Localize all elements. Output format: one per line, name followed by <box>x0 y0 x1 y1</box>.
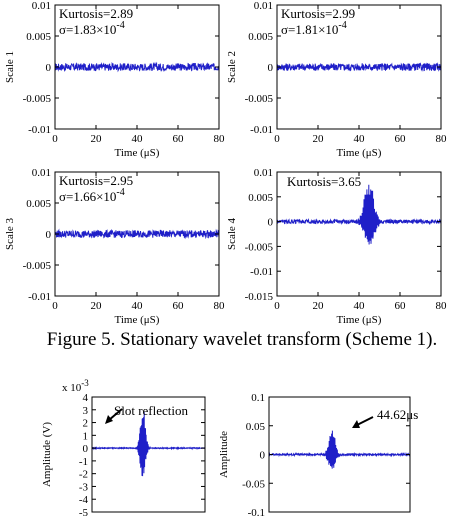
arrow-head <box>352 420 360 428</box>
x-tick-label: 20 <box>91 133 103 145</box>
series-line <box>92 411 205 477</box>
y-tick-label: 0.01 <box>254 167 273 179</box>
y-tick-label: 0.005 <box>248 31 273 43</box>
y-tick-label: -0.01 <box>250 124 273 136</box>
y-tick-label: -0.01 <box>250 266 273 278</box>
annotation-arrow <box>108 408 123 421</box>
y-axis-label: Scale 4 <box>226 217 238 250</box>
x-tick-label: 80 <box>214 300 226 312</box>
x-axis-label: Time (μS) <box>337 314 382 326</box>
y-tick-label: -0.01 <box>28 124 51 136</box>
y-tick-label: -3 <box>79 481 89 493</box>
y-tick-label: -0.005 <box>245 241 274 253</box>
x-axis-label: Time (μS) <box>115 314 160 326</box>
y-tick-label: -5 <box>79 507 89 516</box>
y-tick-label: -2 <box>79 469 88 481</box>
y-tick-label: 0 <box>268 62 274 74</box>
y-tick-label: 0.1 <box>251 392 265 404</box>
y-tick-label: -0.1 <box>248 507 265 516</box>
plot-frame <box>91 396 206 513</box>
y-tick-label: 1 <box>83 430 89 442</box>
series-line <box>55 61 219 73</box>
x-tick-label: 20 <box>313 133 325 145</box>
y-tick-label: -0.015 <box>245 291 274 303</box>
y-tick-label: 4 <box>83 392 89 404</box>
y-axis-label: Amplitude <box>218 431 230 478</box>
x-tick-label: 0 <box>52 133 58 145</box>
y-axis-label: Scale 1 <box>4 51 16 83</box>
y-tick-label: 0.005 <box>26 198 51 210</box>
sigma-label: σ=1.81×10-4 <box>281 20 347 37</box>
x-tick-label: 60 <box>395 133 407 145</box>
y-tick-label: -0.005 <box>23 93 52 105</box>
x-tick-label: 40 <box>354 133 366 145</box>
y-tick-label: -0.005 <box>245 93 274 105</box>
y-tick-label: 0.01 <box>32 0 51 12</box>
series-line <box>269 430 410 469</box>
sigma-label: σ=1.66×10-4 <box>59 187 125 204</box>
x-tick-label: 40 <box>132 300 144 312</box>
annotation-label: Slot reflection <box>114 403 189 418</box>
x-axis-label: Time (μS) <box>337 147 382 159</box>
plot-frame <box>276 171 442 297</box>
y-tick-label: -1 <box>79 456 88 468</box>
x-tick-label: 80 <box>214 133 226 145</box>
sigma-exponent: -4 <box>116 20 124 31</box>
series-line <box>55 228 219 240</box>
y-tick-label: 0.005 <box>248 192 273 204</box>
y-tick-label: 0 <box>46 229 52 241</box>
y-tick-label: 0.05 <box>246 421 266 433</box>
y-axis-label: Scale 2 <box>226 51 238 83</box>
annotation-label: 44.62μs <box>377 407 418 422</box>
series-line <box>277 62 441 72</box>
kurtosis-label: Kurtosis=2.95 <box>59 173 133 188</box>
x-tick-label: 0 <box>52 300 58 312</box>
y-tick-label: 0.005 <box>26 31 51 43</box>
x-tick-label: 20 <box>91 300 103 312</box>
y-axis-label: Scale 3 <box>4 217 16 250</box>
y-tick-label: 0 <box>46 62 52 74</box>
x-tick-label: 60 <box>173 133 185 145</box>
kurtosis-label: Kurtosis=2.99 <box>281 6 355 21</box>
y-tick-label: -4 <box>79 494 89 506</box>
y-tick-label: -0.005 <box>23 260 52 272</box>
x-tick-label: 80 <box>436 300 448 312</box>
figure-caption: Figure 5. Stationary wavelet transform (… <box>47 329 437 350</box>
x-tick-label: 0 <box>274 133 280 145</box>
x-tick-label: 60 <box>395 300 407 312</box>
arrow-head <box>105 415 113 424</box>
x-tick-label: 80 <box>436 133 448 145</box>
annotation-arrow <box>356 416 374 426</box>
annotation-label: Kurtosis=3.65 <box>287 174 361 189</box>
y-axis-label: Amplitude (V) <box>41 422 53 487</box>
y-tick-label: 0.01 <box>32 167 51 179</box>
y-tick-label: 0 <box>83 443 89 455</box>
x-tick-label: 60 <box>173 300 185 312</box>
y-tick-label: 0 <box>268 217 274 229</box>
x-axis-label: Time (μS) <box>115 147 160 159</box>
y-tick-label: -0.05 <box>242 478 265 490</box>
y-tick-label: 2 <box>83 418 89 430</box>
x-tick-label: 20 <box>313 300 325 312</box>
x-tick-label: 0 <box>274 300 280 312</box>
kurtosis-label: Kurtosis=2.89 <box>59 6 133 21</box>
sigma-label: σ=1.83×10-4 <box>59 20 125 37</box>
sigma-exponent: -4 <box>338 20 346 31</box>
y-tick-label: -0.01 <box>28 291 51 303</box>
x-tick-label: 40 <box>132 133 144 145</box>
y-axis-exponent-power: -3 <box>81 378 89 388</box>
chart-panel-6: 0.1 0.05 0 -0.05 -0.1 Amplitude 44.62μs <box>218 392 418 516</box>
x-tick-label: 40 <box>354 300 366 312</box>
y-tick-label: 3 <box>83 405 89 417</box>
y-tick-label: 0 <box>260 450 266 462</box>
y-tick-label: 0.01 <box>254 0 273 12</box>
series-line <box>277 184 441 245</box>
sigma-exponent: -4 <box>116 187 124 198</box>
